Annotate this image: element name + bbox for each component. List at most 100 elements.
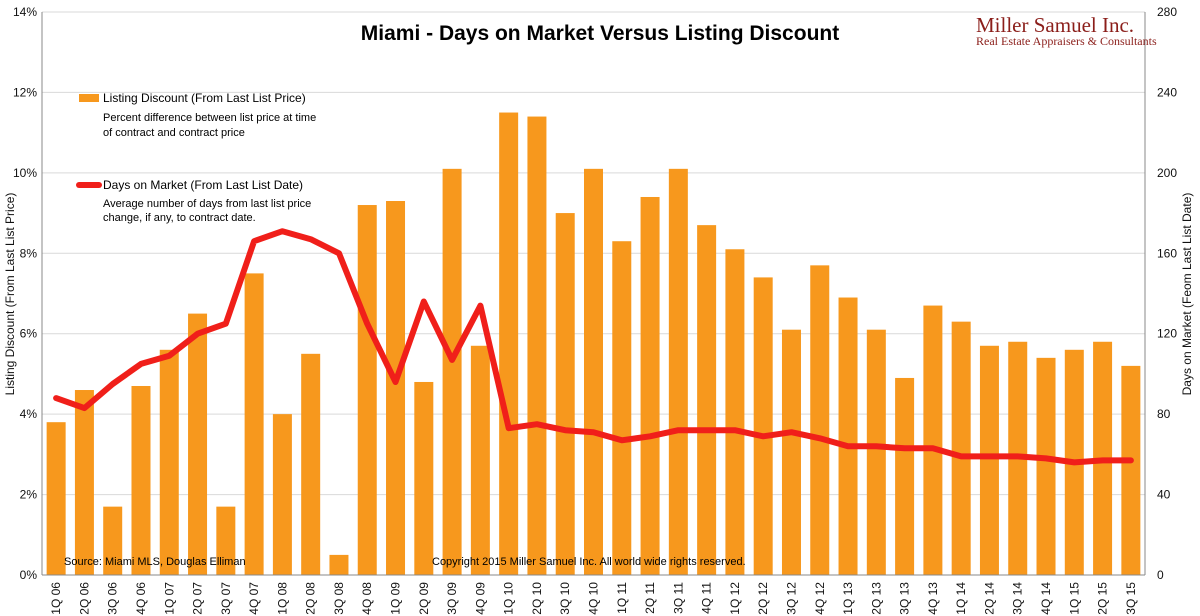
x-tick-label: 2Q 09: [417, 582, 431, 615]
x-tick-label: 2Q 15: [1096, 582, 1110, 615]
bar: [74, 390, 94, 575]
legend-bar-label: Listing Discount (From Last List Price): [103, 91, 306, 105]
bar: [584, 168, 603, 576]
legend-bar-desc-line-1: Percent difference between list price at…: [103, 112, 316, 124]
brand-tagline: Real Estate Appraisers & Consultants: [976, 34, 1157, 48]
copyright-note: Copyright 2015 Miller Samuel Inc. All wo…: [432, 556, 746, 568]
bar: [555, 213, 575, 576]
y-tick-label-left: 2%: [20, 488, 38, 502]
x-tick-label: 2Q 12: [756, 582, 770, 615]
bar: [923, 305, 943, 575]
x-tick-label: 4Q 14: [1039, 582, 1053, 615]
y-tick-label-right: 240: [1157, 85, 1177, 99]
y-tick-label-left: 6%: [20, 327, 38, 341]
y-tick-label-right: 200: [1157, 166, 1177, 180]
bar: [1036, 357, 1056, 575]
x-tick-label: 2Q 10: [530, 582, 544, 615]
bar: [46, 422, 66, 575]
x-tick-label: 1Q 11: [615, 582, 629, 614]
bar: [725, 249, 745, 575]
bar: [442, 168, 462, 576]
bar: [272, 414, 292, 575]
x-tick-label: 4Q 12: [813, 582, 827, 615]
x-tick-label: 2Q 13: [869, 582, 883, 615]
x-tick-label: 3Q 12: [784, 582, 798, 615]
x-tick-label: 3Q 11: [671, 582, 685, 614]
axes: [41, 12, 1146, 576]
bar: [159, 349, 179, 575]
bar: [386, 201, 406, 575]
x-tick-label: 1Q 06: [49, 582, 63, 615]
legend-line-desc-line-2: change, if any, to contract date.: [103, 212, 256, 224]
x-tick-label: 3Q 09: [445, 582, 459, 615]
brand-name: Miller Samuel Inc.: [976, 13, 1134, 37]
bar: [527, 116, 547, 576]
x-tick-label: 2Q 08: [304, 582, 318, 615]
x-tick-label: 1Q 14: [954, 582, 968, 615]
bar: [979, 345, 999, 575]
bar: [470, 345, 490, 575]
x-tick-label: 1Q 09: [389, 582, 403, 615]
bar: [838, 297, 858, 575]
x-tick-label: 1Q 12: [728, 582, 742, 615]
x-tick-label: 3Q 06: [106, 582, 120, 615]
x-tick-label: 3Q 10: [558, 582, 572, 615]
x-tick-label: 4Q 07: [247, 582, 261, 615]
bar: [810, 265, 830, 575]
brand-logo: Miller Samuel Inc. Real Estate Appraiser…: [976, 13, 1157, 48]
line-series: [53, 228, 1134, 466]
right-tick-labels: 0 40 80 120 160 200 240 280: [1157, 5, 1177, 582]
x-tick-label: 1Q 13: [841, 582, 855, 615]
chart-title: Miami - Days on Market Versus Listing Di…: [361, 22, 839, 45]
bar: [866, 329, 886, 575]
x-tick-label: 3Q 14: [1011, 582, 1025, 615]
bar: [329, 554, 349, 575]
y-tick-label-right: 80: [1157, 407, 1171, 421]
y-tick-label-right: 160: [1157, 246, 1177, 260]
bar: [131, 385, 151, 575]
bar: [499, 112, 519, 576]
bar: [612, 241, 632, 575]
x-tick-label: 4Q 11: [700, 582, 714, 614]
x-tick-label: 1Q 08: [275, 582, 289, 615]
x-tick-label: 3Q 07: [219, 582, 233, 615]
x-tick-label: 4Q 13: [926, 582, 940, 615]
legend-line-desc-line-1: Average number of days from last list pr…: [103, 198, 311, 210]
y-tick-label-left: 12%: [13, 85, 37, 99]
bar: [895, 377, 915, 575]
x-tick-label: 4Q 06: [134, 582, 148, 615]
bar-series: [46, 112, 1141, 576]
x-tick-label: 2Q 11: [643, 582, 657, 614]
x-tick-label: 2Q 07: [191, 582, 205, 615]
legend: Listing Discount (From Last List Price) …: [76, 91, 316, 224]
bar: [697, 225, 717, 575]
bar: [1121, 365, 1141, 575]
x-tick-label: 3Q 15: [1124, 582, 1138, 615]
y-tick-label-left: 14%: [13, 5, 37, 19]
bar: [103, 506, 123, 575]
y-tick-label-right: 120: [1157, 327, 1177, 341]
left-tick-labels: 0% 2% 4% 6% 8% 10% 12% 14%: [13, 5, 37, 582]
source-note: Source: Miami MLS, Douglas Elliman: [64, 556, 246, 568]
legend-bar-swatch: [79, 94, 99, 102]
x-tick-label: 1Q 07: [162, 582, 176, 615]
x-tick-label: 1Q 15: [1067, 582, 1081, 615]
bar: [640, 196, 660, 575]
x-tick-labels: 1Q 06 2Q 06 3Q 06 4Q 06 1Q 07 2Q 07 3Q 07 4Q 07…: [49, 582, 1138, 615]
y-tick-label-right: 0: [1157, 568, 1164, 582]
bar: [781, 329, 801, 575]
y-tick-label-right: 280: [1157, 5, 1177, 19]
x-tick-label: 4Q 08: [360, 582, 374, 615]
x-tick-label: 1Q 10: [502, 582, 516, 615]
x-tick-label: 3Q 08: [332, 582, 346, 615]
y-tick-label-left: 0%: [20, 568, 38, 582]
x-tick-label: 3Q 13: [898, 582, 912, 615]
y-axis-label-left: Listing Discount (From Last List Price): [3, 193, 17, 396]
bar: [753, 277, 773, 575]
bar: [357, 205, 377, 575]
y-axis-label-right: Days on Market (Feom Last List Date): [1180, 193, 1194, 396]
legend-line-label: Days on Market (From Last List Date): [103, 178, 303, 192]
bar: [216, 506, 236, 575]
x-tick-label: 4Q 10: [587, 582, 601, 615]
bar: [668, 168, 688, 576]
